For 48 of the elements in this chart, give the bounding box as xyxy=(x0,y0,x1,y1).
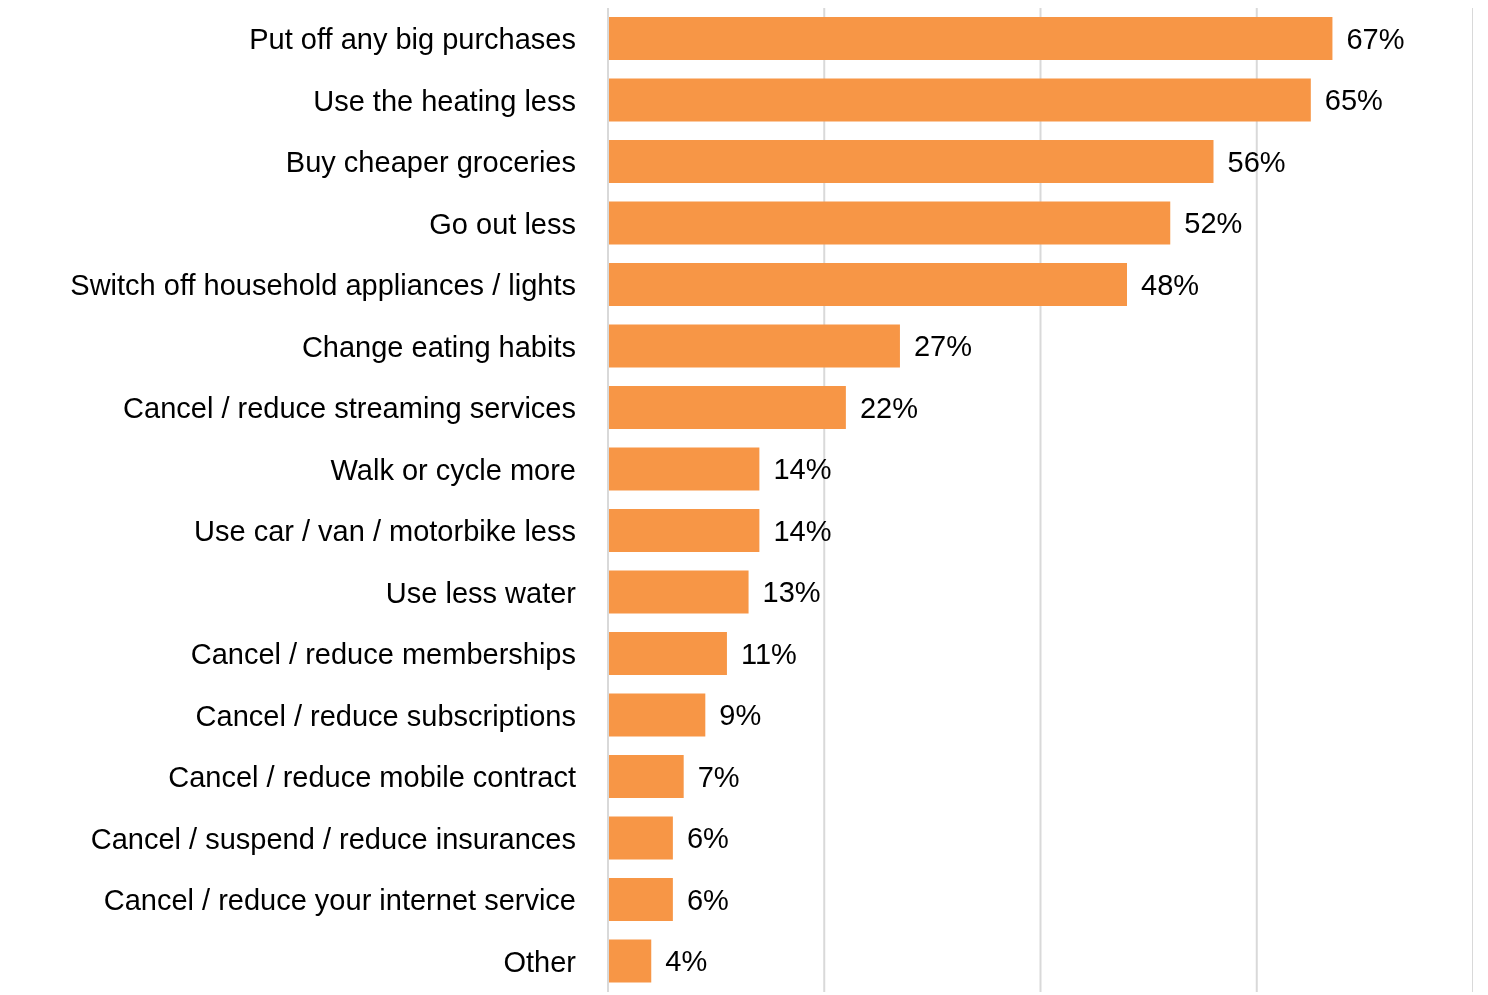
data-label: 65% xyxy=(1324,84,1383,117)
bar xyxy=(608,632,727,675)
data-label: 6% xyxy=(686,883,729,916)
y-tick-label: Walk or cycle more xyxy=(330,453,576,486)
data-label: 52% xyxy=(1184,207,1243,240)
data-label: 11% xyxy=(740,637,797,670)
data-label: 9% xyxy=(719,699,762,732)
data-label: 27% xyxy=(913,330,972,363)
y-tick-label: Buy cheaper groceries xyxy=(285,146,576,179)
bar xyxy=(608,386,846,429)
bar xyxy=(608,878,673,921)
bar xyxy=(608,693,706,737)
y-tick-label: Cancel / reduce your internet service xyxy=(103,884,576,917)
y-tick-label: Put off any big purchases xyxy=(249,23,576,56)
y-tick-label: Cancel / reduce subscriptions xyxy=(195,699,576,732)
bar xyxy=(608,816,673,860)
y-tick-label: Change eating habits xyxy=(301,330,576,363)
bar xyxy=(608,201,1171,245)
y-tick-label: Cancel / reduce mobile contract xyxy=(168,761,576,794)
y-tick-label: Switch off household appliances / lights xyxy=(70,269,576,302)
bar xyxy=(608,263,1127,306)
y-tick-label: Other xyxy=(503,945,577,978)
data-label: 56% xyxy=(1227,145,1286,178)
y-tick-label: Use less water xyxy=(385,576,577,609)
y-tick-label: Use car / van / motorbike less xyxy=(194,515,576,548)
y-tick-label: Cancel / suspend / reduce insurances xyxy=(90,822,576,855)
data-label: 7% xyxy=(697,760,740,793)
bar xyxy=(608,17,1333,60)
bar xyxy=(608,509,760,552)
bar xyxy=(608,755,684,798)
data-label: 14% xyxy=(773,453,832,486)
data-label: 48% xyxy=(1141,268,1200,301)
bar xyxy=(608,447,760,491)
y-tick-label: Use the heating less xyxy=(313,84,576,117)
bar xyxy=(608,78,1311,122)
data-label: 6% xyxy=(686,822,729,855)
data-label: 14% xyxy=(773,514,832,547)
y-tick-label: Go out less xyxy=(429,207,576,240)
y-tick-label: Cancel / reduce memberships xyxy=(190,638,576,671)
bar xyxy=(608,570,749,614)
data-label: 67% xyxy=(1346,22,1405,55)
data-label: 22% xyxy=(859,391,918,424)
bar xyxy=(608,939,652,983)
data-label: 13% xyxy=(762,576,821,609)
bar xyxy=(608,324,900,368)
bar xyxy=(608,140,1214,183)
y-tick-label: Cancel / reduce streaming services xyxy=(123,392,576,425)
data-label: 4% xyxy=(665,945,708,978)
